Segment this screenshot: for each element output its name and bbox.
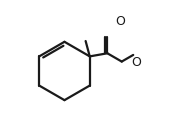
Text: O: O: [131, 56, 141, 69]
Text: O: O: [115, 15, 125, 28]
